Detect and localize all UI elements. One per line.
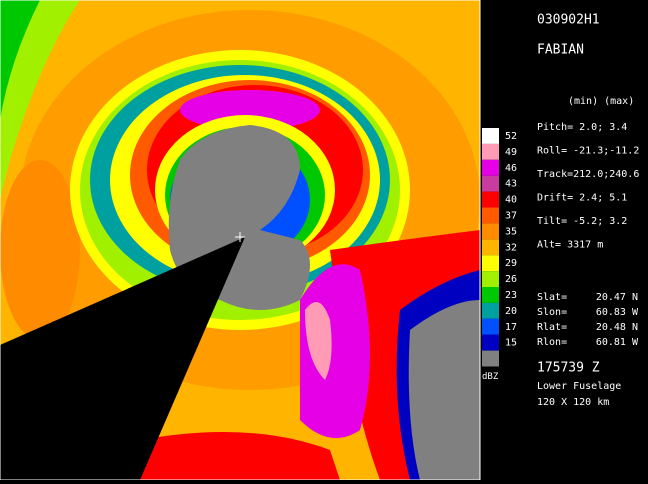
stats-row: Drift= 2.4; 5.1: [537, 193, 627, 204]
colorbar: 52 49 46 43 40 37 35 32 29 26 23 20 17 15 dBZ: [482, 128, 517, 382]
storm-name: FABIAN: [537, 43, 584, 58]
position-value: 20.47 N: [596, 292, 638, 303]
color-label: 20: [505, 306, 517, 317]
radar-name: Lower Fuselage: [537, 381, 621, 392]
color-label: 26: [505, 274, 517, 285]
color-swatch: [482, 239, 499, 256]
color-swatch: [482, 318, 499, 335]
position-value: 20.48 N: [596, 322, 638, 333]
position-label: Rlon=: [537, 337, 567, 348]
position-label: Rlat=: [537, 322, 567, 333]
color-swatch: [482, 143, 499, 160]
color-swatch: [482, 302, 499, 319]
color-label: 52: [505, 131, 517, 142]
position-value: 60.83 W: [596, 307, 639, 318]
position-panel: Slat= 20.47 N Slon= 60.83 W Rlat= 20.48 N Rlon…: [537, 292, 639, 348]
color-label: 23: [505, 290, 517, 301]
stats-row: Track=212.0;240.6: [537, 169, 639, 180]
color-label: 49: [505, 147, 517, 158]
color-label: 29: [505, 258, 517, 269]
color-swatch: [482, 175, 499, 192]
radar-image: [0, 0, 481, 481]
color-label: 32: [505, 242, 517, 253]
stats-row: Tilt= -5.2; 3.2: [537, 216, 627, 227]
domain-size: 120 X 120 km: [537, 397, 609, 408]
color-swatch: [482, 287, 499, 303]
flight-id: 030902H1: [537, 13, 600, 28]
stats-heading: (min) (max): [568, 96, 634, 107]
color-swatch-below: [482, 350, 499, 367]
color-swatch: [482, 128, 499, 144]
stats-row: Pitch= 2.0; 3.4: [537, 122, 627, 133]
color-label: 15: [505, 338, 517, 349]
color-swatch: [482, 223, 499, 240]
color-label: 35: [505, 226, 517, 237]
time: 175739 Z: [537, 361, 600, 376]
color-label: 40: [505, 195, 517, 206]
color-label: 17: [505, 322, 517, 333]
color-label: 43: [505, 179, 517, 190]
color-swatch: [482, 159, 499, 176]
color-swatch: [482, 334, 499, 351]
color-swatch: [482, 271, 499, 287]
color-swatch: [482, 255, 499, 272]
position-label: Slat=: [537, 292, 567, 303]
stats-row: Roll= -21.3;-11.2: [537, 146, 639, 157]
stats-row: Alt= 3317 m: [537, 240, 603, 251]
color-label: 46: [505, 163, 517, 174]
position-value: 60.81 W: [596, 337, 639, 348]
colorbar-unit: dBZ: [482, 372, 499, 382]
color-swatch: [482, 207, 499, 224]
color-label: 37: [505, 210, 517, 221]
stats-panel: (min) (max) Pitch= 2.0; 3.4 Roll= -21.3;-1…: [537, 96, 639, 251]
color-swatch: [482, 191, 499, 208]
position-label: Slon=: [537, 307, 567, 318]
